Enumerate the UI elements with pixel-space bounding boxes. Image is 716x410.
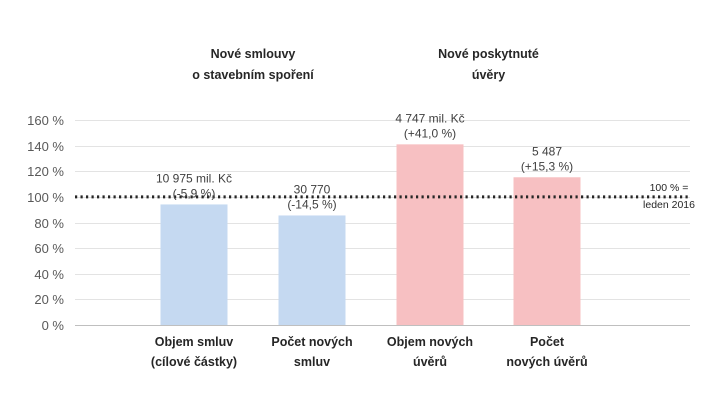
y-tick-label: 120 % — [27, 164, 64, 179]
bar — [278, 215, 346, 325]
bar — [396, 144, 464, 325]
category-label: Počet nových smluv — [271, 335, 352, 369]
bar — [160, 204, 228, 325]
group-header: Nové smlouvy o stavebním spoření — [192, 47, 314, 82]
data-label: 10 975 mil. Kč (-5,9 %) — [156, 171, 232, 200]
category-label: Počet nových úvěrů — [506, 335, 587, 369]
y-tick-label: 140 % — [27, 139, 64, 154]
y-tick-label: 80 % — [34, 216, 64, 231]
reference-line-group: 100 % = leden 2016 — [75, 182, 695, 211]
category-label: Objem nových úvěrů — [387, 335, 473, 369]
data-label: 30 770 (-14,5 %) — [287, 182, 336, 211]
data-label: 4 747 mil. Kč (+41,0 %) — [395, 111, 464, 140]
data-labels: 10 975 mil. Kč (-5,9 %) 30 770 (-14,5 %) 4 7… — [156, 111, 573, 211]
y-axis: 0 % 20 % 40 % 60 % 80 % 100 % 120 % 140 % 160 % — [27, 113, 64, 333]
y-tick-label: 60 % — [34, 241, 64, 256]
y-tick-label: 0 % — [42, 318, 65, 333]
reference-line-label: 100 % = leden 2016 — [643, 182, 695, 211]
data-label: 5 487 (+15,3 %) — [521, 144, 573, 173]
y-tick-label: 160 % — [27, 113, 64, 128]
y-tick-label: 20 % — [34, 292, 64, 307]
category-label: Objem smluv (cílové částky) — [151, 335, 237, 369]
y-tick-label: 40 % — [34, 267, 64, 282]
group-headers: Nové smlouvy o stavebním spoření Nové posk… — [192, 47, 539, 82]
category-labels: Objem smluv (cílové částky) Počet nových sm… — [151, 335, 588, 369]
group-header: Nové poskytnuté úvěry — [438, 47, 539, 82]
bar — [513, 177, 581, 325]
bars — [160, 144, 581, 325]
y-tick-label: 100 % — [27, 190, 64, 205]
